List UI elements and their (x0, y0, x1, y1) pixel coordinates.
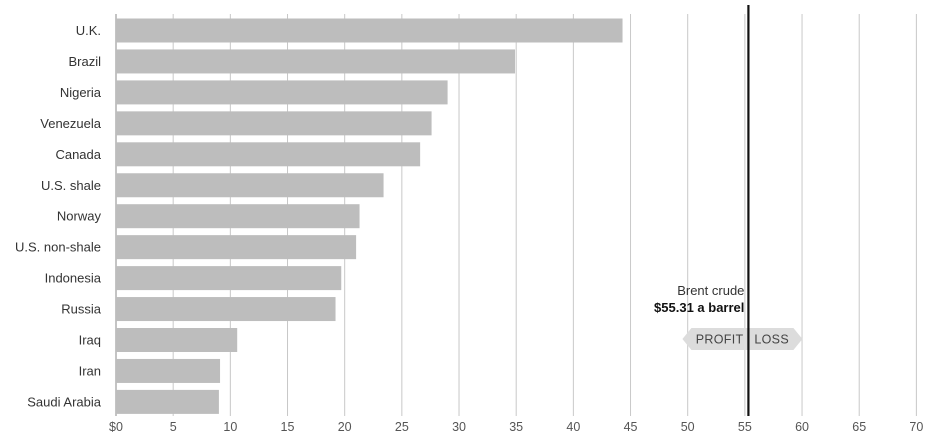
brent-label: Brent crude (677, 283, 744, 298)
x-tick-label: 5 (170, 420, 177, 434)
bar-canada (116, 142, 421, 167)
category-label: U.K. (76, 23, 101, 38)
bar-iraq (116, 328, 238, 352)
category-label: Canada (55, 147, 101, 162)
category-label: Iraq (79, 333, 101, 348)
category-label: U.S. shale (41, 178, 101, 193)
category-label: Norway (57, 209, 102, 224)
category-label: Nigeria (60, 85, 102, 100)
bar-iran (116, 358, 221, 383)
x-tick-label: 50 (681, 420, 695, 434)
x-tick-label: 25 (395, 420, 409, 434)
category-labels: U.K. Brazil Nigeria Venezuela Canada U.S. sha… (15, 23, 102, 409)
x-tick-label: 70 (909, 420, 923, 434)
bar-norway (116, 204, 360, 229)
x-tick-label: 15 (281, 420, 295, 434)
category-label: Iran (79, 363, 101, 378)
brent-reference: PROFIT LOSS Brent crude $55.31 a barrel (654, 5, 803, 416)
x-tick-label: 40 (566, 420, 580, 434)
bar-indonesia (116, 266, 342, 291)
category-label: Russia (61, 302, 102, 317)
bar-venezuela (116, 111, 432, 136)
x-tick-label: 30 (452, 420, 466, 434)
category-label: Indonesia (45, 271, 102, 286)
bar-saudi-arabia (116, 389, 219, 414)
loss-label: LOSS (754, 333, 789, 347)
bars (116, 18, 623, 414)
bar-u-s-shale (116, 173, 384, 198)
x-tick-label: 55 (738, 420, 752, 434)
x-tick-label: 10 (223, 420, 237, 434)
category-label: Brazil (68, 54, 101, 69)
x-tick-label: $0 (109, 420, 123, 434)
x-tick-label: 65 (852, 420, 866, 434)
category-label: Saudi Arabia (27, 394, 101, 409)
bar-russia (116, 297, 336, 322)
profit-loss-arrow (682, 328, 803, 350)
bar-brazil (116, 49, 516, 74)
x-tick-label: 35 (509, 420, 523, 434)
brent-price-label: $55.31 a barrel (654, 300, 744, 315)
x-tick-labels: $0 5 10 15 20 25 30 35 40 45 50 55 60 65 70 (109, 420, 923, 434)
category-label: U.S. non-shale (15, 240, 101, 255)
x-tick-label: 60 (795, 420, 809, 434)
category-label: Venezuela (40, 116, 101, 131)
profit-label: PROFIT (696, 333, 744, 347)
bar-u-k (116, 18, 623, 43)
x-tick-label: 45 (624, 420, 638, 434)
x-tick-label: 20 (338, 420, 352, 434)
bar-u-s-non-shale (116, 235, 357, 260)
bar-nigeria (116, 80, 448, 105)
